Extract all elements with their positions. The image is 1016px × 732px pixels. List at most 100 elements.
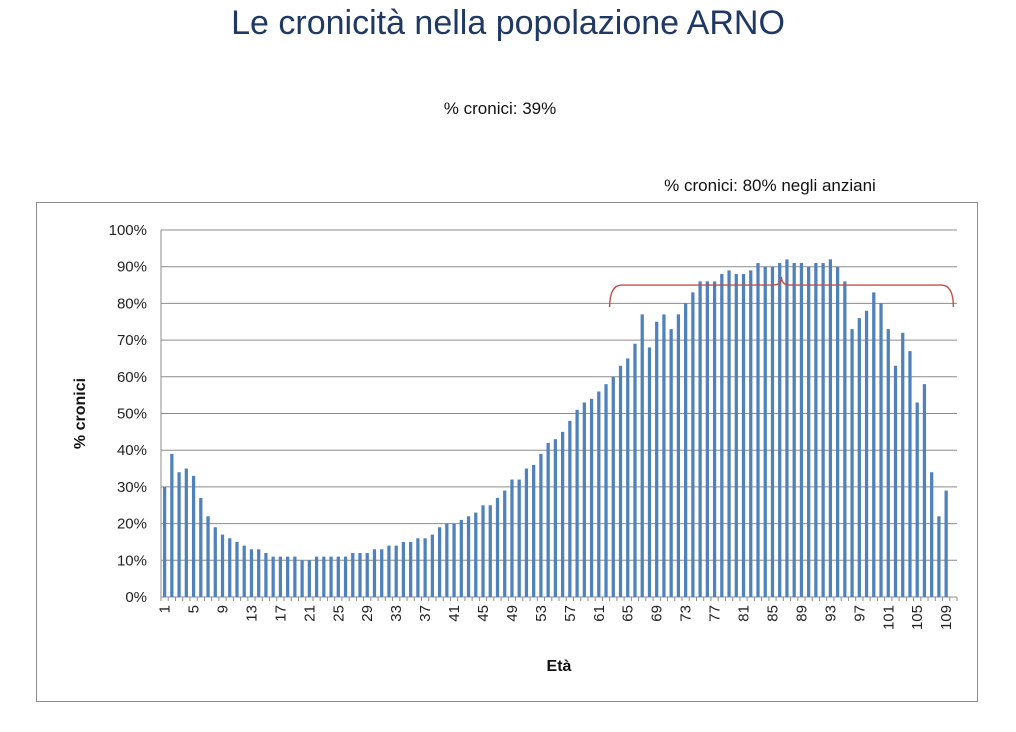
x-tick-label: 81 <box>736 605 753 622</box>
bar <box>401 541 406 597</box>
bar <box>300 560 304 597</box>
bar <box>756 263 760 597</box>
bar <box>286 556 290 597</box>
bar <box>930 472 934 597</box>
bar <box>640 314 644 597</box>
y-tick-label: 80% <box>117 295 147 312</box>
bar <box>886 329 890 597</box>
bar <box>452 523 456 597</box>
bar <box>879 303 883 597</box>
bar <box>177 472 181 597</box>
bar <box>893 365 898 597</box>
y-tick-label: 70% <box>117 332 147 349</box>
bar <box>524 468 529 597</box>
bar <box>727 270 731 597</box>
bar <box>278 556 283 597</box>
bar <box>553 439 558 597</box>
slide-title: Le cronicità nella popolazione ARNO <box>231 4 785 42</box>
x-axis-title: Età <box>547 658 572 675</box>
bar <box>380 549 384 597</box>
bar <box>314 556 319 597</box>
bar <box>170 453 174 597</box>
x-tick-label: 69 <box>649 605 666 622</box>
bar <box>459 519 463 597</box>
bar <box>488 505 492 597</box>
bar <box>235 541 239 597</box>
bar <box>850 329 854 597</box>
bar <box>778 263 782 597</box>
y-tick-label: 0% <box>125 589 147 606</box>
bar <box>394 545 398 597</box>
bar <box>922 384 927 597</box>
bar <box>662 314 666 597</box>
bar <box>835 266 840 597</box>
bar <box>503 490 507 597</box>
bar <box>857 318 861 597</box>
x-tick-label: 73 <box>678 605 695 622</box>
bar <box>343 556 348 597</box>
bar <box>814 263 818 597</box>
bar <box>720 274 724 597</box>
bar <box>264 552 268 597</box>
bar <box>763 266 767 597</box>
bar <box>626 358 630 597</box>
bar <box>582 402 586 597</box>
bar <box>329 556 333 597</box>
bar <box>387 545 391 597</box>
bar <box>466 516 471 597</box>
x-tick-label: 37 <box>417 605 434 622</box>
bar <box>749 270 753 597</box>
bar <box>669 329 673 597</box>
bar <box>213 527 217 597</box>
bar <box>199 497 203 597</box>
bar <box>944 490 948 597</box>
bar <box>589 398 594 597</box>
bar <box>792 263 796 597</box>
bar <box>372 549 377 597</box>
x-tick-label: 101 <box>880 605 897 630</box>
bar <box>307 560 311 597</box>
bar <box>712 281 717 597</box>
bar <box>676 314 681 597</box>
x-tick-label: 13 <box>243 605 260 622</box>
note-total-chronic: % cronici: 39% <box>443 99 557 118</box>
bar <box>206 516 210 597</box>
bar <box>915 402 919 597</box>
bar <box>510 479 514 597</box>
bar <box>184 468 188 597</box>
bar <box>611 376 615 597</box>
bar <box>271 556 275 597</box>
y-tick-label: 90% <box>117 259 147 276</box>
bar <box>843 281 847 597</box>
bar <box>864 310 869 597</box>
bar <box>409 541 413 597</box>
bar <box>336 556 340 597</box>
bar <box>705 281 709 597</box>
bar <box>351 552 355 597</box>
bar <box>741 274 746 597</box>
x-tick-label: 33 <box>388 605 405 622</box>
y-tick-label: 20% <box>117 516 147 533</box>
x-tick-label: 41 <box>446 605 463 622</box>
bar <box>734 274 738 597</box>
x-tick-label: 97 <box>851 605 868 622</box>
x-tick-label: 1 <box>157 605 174 613</box>
bar <box>799 263 804 597</box>
x-tick-label: 17 <box>272 605 289 622</box>
bar <box>575 409 579 597</box>
bar <box>532 464 536 597</box>
chart-frame: 0% 10% 20% 30% 40% 50% 60% 70% 80% 90% 100% 1 5 9 13 17… <box>36 202 978 702</box>
x-tick-label: 57 <box>562 605 579 622</box>
bar <box>437 527 442 597</box>
bar <box>416 538 420 597</box>
y-tick-label: 60% <box>117 369 147 386</box>
y-tick-label: 10% <box>117 552 147 569</box>
bar <box>597 391 601 597</box>
x-tick-label: 49 <box>504 605 521 622</box>
bar <box>618 365 623 597</box>
bar <box>698 281 702 597</box>
x-tick-label: 5 <box>186 605 203 613</box>
bar <box>908 351 912 597</box>
bar <box>828 259 832 597</box>
bar <box>546 442 550 597</box>
